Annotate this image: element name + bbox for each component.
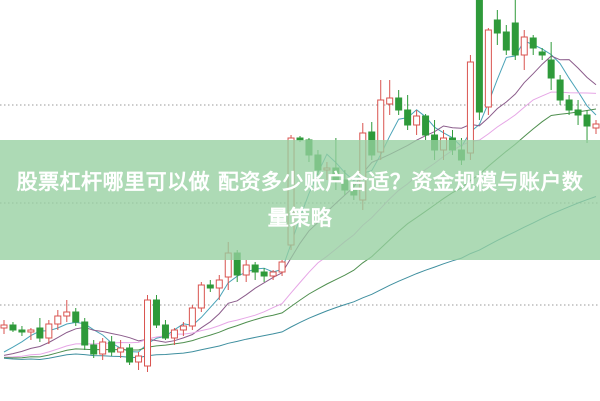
candle-down bbox=[251, 264, 259, 273]
candle-up bbox=[592, 123, 600, 129]
candle-up bbox=[179, 325, 187, 331]
candle-down bbox=[574, 109, 582, 116]
candle-up bbox=[269, 271, 277, 277]
candle-down bbox=[152, 299, 160, 326]
candle-up bbox=[242, 264, 250, 276]
candle-up bbox=[0, 324, 8, 329]
candle-down bbox=[583, 114, 591, 127]
candle-down bbox=[72, 311, 80, 323]
article-title: 股票杠杆哪里可以做 配资多少账户合适？资金规模与账户数量策略 bbox=[16, 170, 584, 230]
candle-down bbox=[511, 22, 519, 56]
candle-up bbox=[117, 347, 125, 353]
candle-up bbox=[197, 284, 205, 309]
candle-down bbox=[556, 79, 564, 101]
candle-down bbox=[547, 59, 555, 79]
candle-up bbox=[27, 329, 35, 333]
candle-down bbox=[18, 329, 26, 333]
candle-up bbox=[135, 355, 143, 363]
candle-up bbox=[54, 315, 62, 325]
candle-up bbox=[484, 29, 492, 108]
candle-down bbox=[108, 341, 116, 353]
candle-up bbox=[170, 329, 178, 339]
candle-down bbox=[493, 19, 501, 34]
candle-down bbox=[126, 347, 134, 363]
candle-down bbox=[565, 99, 573, 111]
candle-down bbox=[502, 31, 510, 51]
candle-up bbox=[386, 97, 394, 105]
candle-down bbox=[260, 271, 268, 277]
candle-up bbox=[63, 311, 71, 317]
candle-up bbox=[99, 341, 107, 355]
candle-down bbox=[422, 115, 430, 136]
candle-down bbox=[36, 327, 44, 339]
candle-down bbox=[538, 51, 546, 56]
candle-up bbox=[188, 307, 196, 327]
candle-down bbox=[90, 344, 98, 355]
candle-up bbox=[278, 261, 286, 273]
candle-down bbox=[161, 324, 169, 339]
candle-up bbox=[413, 115, 421, 126]
candle-down bbox=[475, 0, 483, 113]
candle-down bbox=[404, 109, 412, 126]
candle-up bbox=[144, 299, 152, 367]
candle-down bbox=[9, 324, 17, 331]
candle-down bbox=[81, 321, 89, 346]
candle-down bbox=[395, 97, 403, 111]
candle-up bbox=[520, 36, 528, 56]
candle-down bbox=[529, 37, 537, 49]
title-banner: 股票杠杆哪里可以做 配资多少账户合适？资金规模与账户数量策略 bbox=[0, 140, 600, 260]
candle-down bbox=[206, 284, 214, 289]
candle-up bbox=[215, 279, 223, 289]
candle-up bbox=[45, 323, 53, 339]
